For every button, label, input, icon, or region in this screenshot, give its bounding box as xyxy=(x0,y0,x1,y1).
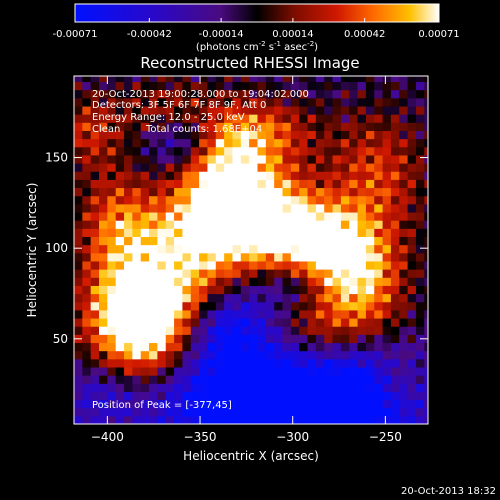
annotation-clean: Clean xyxy=(92,124,120,135)
x-tick-label: −250 xyxy=(369,430,402,444)
colorbar-tick-label: -0.00071 xyxy=(53,29,98,40)
annotation-total-counts: Total counts: 1.68E+04 xyxy=(145,124,262,135)
y-tick-label: 100 xyxy=(45,241,68,255)
axis-ticks: −400 −350 −300 −250 50 100 150 xyxy=(45,76,428,444)
y-axis-label: Heliocentric Y (arcsec) xyxy=(25,183,39,318)
x-axis-label: Heliocentric X (arcsec) xyxy=(183,449,319,463)
annotation-detectors: Detectors: 3F 5F 6F 7F 8F 9F, Att 0 xyxy=(92,100,266,111)
footer-timestamp: 20-Oct-2013 18:32 xyxy=(401,486,496,497)
colorbar xyxy=(74,3,440,23)
plot-frame xyxy=(73,75,429,425)
colorbar-unit-label: (photons cm-2 s-1 asec-2) xyxy=(196,40,318,53)
colorbar-tick-label: 0.00071 xyxy=(418,29,459,40)
colorbar-tick-label: -0.00014 xyxy=(199,29,244,40)
x-tick-label: −400 xyxy=(91,430,124,444)
y-tick-label: 50 xyxy=(53,332,68,346)
x-tick-label: −300 xyxy=(276,430,309,444)
chart-title: Reconstructed RHESSI Image xyxy=(140,54,359,72)
peak-position-label: Position of Peak = [-377,45] xyxy=(92,400,232,411)
heatmap-image xyxy=(74,76,428,424)
annotation-time-range: 20-Oct-2013 19:00:28.000 to 19:04:02.000 xyxy=(92,89,309,100)
colorbar-tick-label: 0.00014 xyxy=(272,29,313,40)
annotation-energy-range: Energy Range: 12.0 - 25.0 keV xyxy=(92,112,245,123)
y-tick-label: 150 xyxy=(45,151,68,165)
colorbar-tick-label: -0.00042 xyxy=(127,29,172,40)
colorbar-tick-label: 0.00042 xyxy=(344,29,385,40)
colorbar-ticks: -0.00071 -0.00042 -0.00014 0.00014 0.00042 0.… xyxy=(53,18,460,40)
x-tick-label: −350 xyxy=(184,430,217,444)
